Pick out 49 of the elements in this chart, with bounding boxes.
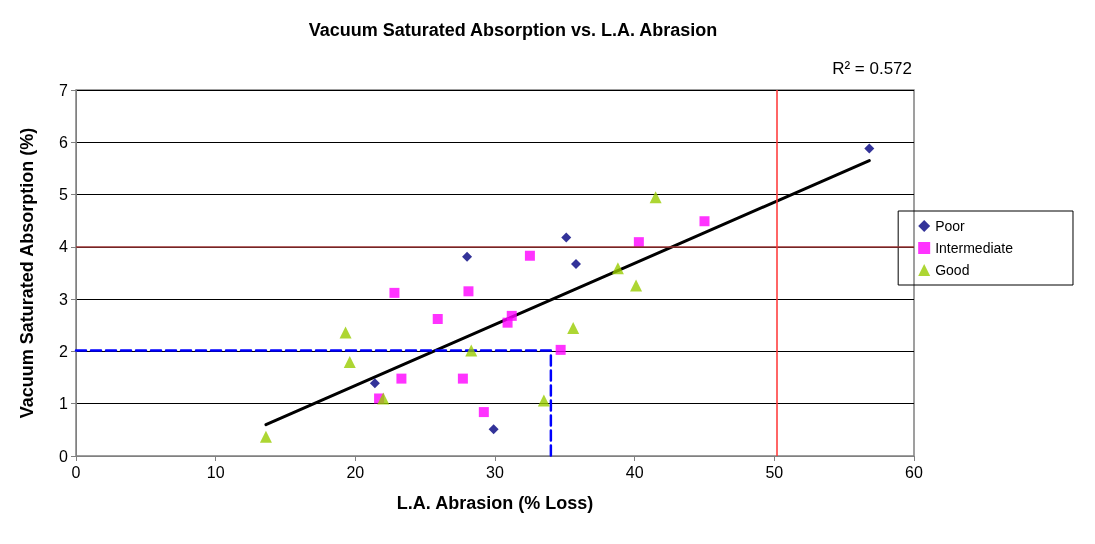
y-tick-label: 3 (59, 290, 69, 308)
point (457, 373, 468, 384)
point (555, 344, 566, 355)
y-tick-label: 0 (59, 447, 69, 465)
point (649, 191, 662, 204)
x-tick-label: 30 (486, 463, 504, 481)
point (537, 394, 550, 407)
point (463, 286, 474, 297)
point (369, 378, 380, 389)
y-tick-label: 5 (59, 186, 69, 204)
x-tick-label: 0 (71, 463, 81, 481)
y-tick-label: 2 (59, 342, 69, 360)
legend-label: Good (935, 262, 970, 278)
point (611, 262, 624, 275)
point (864, 143, 875, 154)
x-tick-label: 20 (346, 463, 365, 481)
point (389, 287, 400, 298)
point (630, 279, 643, 292)
y-tick-label: 4 (59, 238, 69, 256)
point (432, 314, 443, 325)
legend-label: Intermediate (935, 240, 1014, 256)
y-tick-label: 6 (59, 133, 69, 151)
point (478, 407, 489, 418)
point (462, 251, 473, 262)
point (524, 250, 535, 261)
x-axis-title: L.A. Abrasion (% Loss) (396, 493, 594, 513)
point (561, 232, 572, 243)
point (567, 321, 580, 334)
x-tick-label: 50 (765, 463, 784, 481)
y-tick-label: 1 (59, 395, 69, 413)
point (633, 237, 644, 248)
point (571, 259, 582, 270)
point (343, 355, 356, 368)
x-tick-label: 40 (625, 463, 644, 481)
point (465, 344, 478, 357)
point (339, 326, 352, 339)
y-axis-title: Vacuum Saturated Absorption (%) (17, 127, 37, 419)
point (396, 373, 407, 384)
point (488, 424, 499, 435)
text: R² = 0.572 (832, 59, 913, 78)
point (506, 310, 517, 321)
y-tick-label: 7 (59, 81, 69, 99)
x-tick-label: 60 (905, 463, 923, 481)
legend-label: Poor (935, 218, 966, 234)
x-tick-label: 10 (206, 463, 225, 481)
point (699, 216, 710, 227)
chart-title: Vacuum Saturated Absorption vs. L.A. Abrasion (308, 20, 718, 40)
point (377, 392, 390, 405)
point (259, 430, 272, 443)
